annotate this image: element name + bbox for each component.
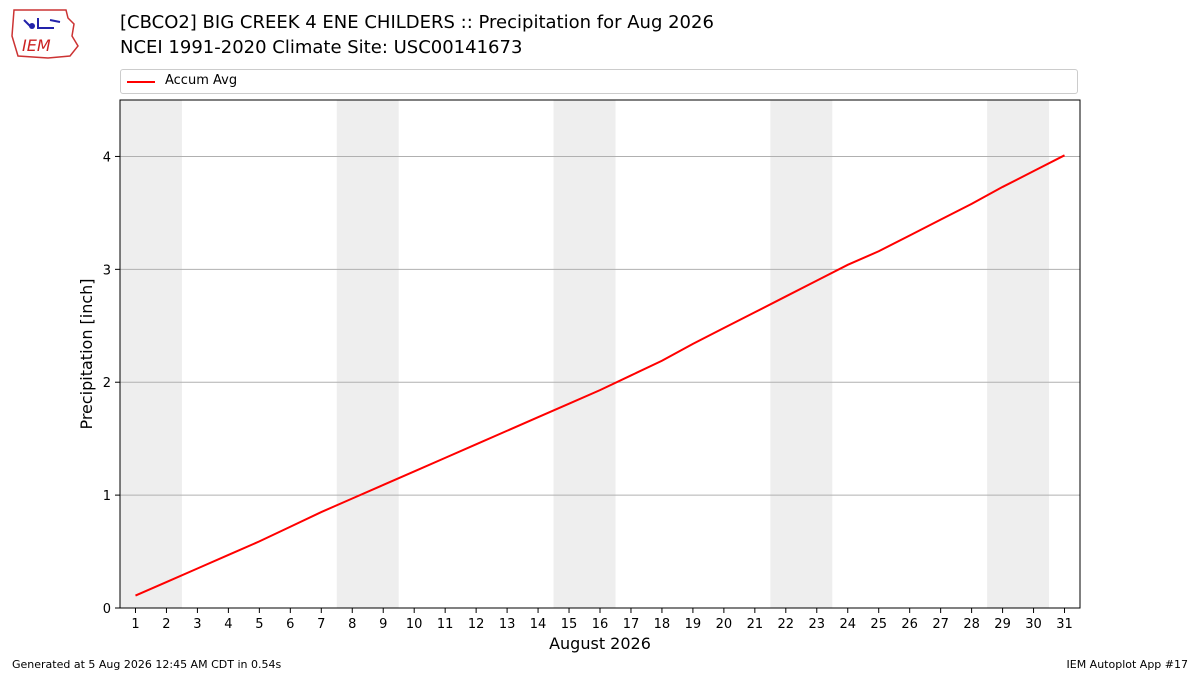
weekend-band-2 xyxy=(336,100,399,608)
x-tick-label-15: 15 xyxy=(561,617,578,632)
x-tick-label-6: 6 xyxy=(286,617,294,632)
footer-app: IEM Autoplot App #17 xyxy=(1066,658,1189,671)
x-tick-label-31: 31 xyxy=(1056,617,1073,632)
logo-text: IEM xyxy=(22,36,51,55)
series-line-accum-avg xyxy=(135,154,1065,597)
x-axis-label: August 2026 xyxy=(549,634,651,653)
x-tick-label-1: 1 xyxy=(131,617,139,632)
weekend-band-3 xyxy=(553,100,616,608)
x-tick-label-3: 3 xyxy=(193,617,201,632)
weekend-band-4 xyxy=(770,100,833,608)
legend-label-accum-avg: Accum Avg xyxy=(165,73,238,88)
y-tick-label-0: 0 xyxy=(103,602,111,617)
x-tick-label-20: 20 xyxy=(716,617,733,632)
y-tick-label-1: 1 xyxy=(103,489,111,504)
x-tick-label-9: 9 xyxy=(379,617,387,632)
x-tick-label-19: 19 xyxy=(685,617,702,632)
x-tick-label-17: 17 xyxy=(623,617,640,632)
x-tick-label-7: 7 xyxy=(317,617,325,632)
x-tick-label-12: 12 xyxy=(468,617,485,632)
weekend-band-5 xyxy=(987,100,1050,608)
x-tick-label-10: 10 xyxy=(406,617,423,632)
y-tick-label-2: 2 xyxy=(103,376,111,391)
x-tick-label-14: 14 xyxy=(530,617,547,632)
x-tick-label-23: 23 xyxy=(809,617,826,632)
y-tick-label-4: 4 xyxy=(103,150,111,165)
x-tick-label-8: 8 xyxy=(348,617,356,632)
chart-title: [CBCO2] BIG CREEK 4 ENE CHILDERS :: Prec… xyxy=(120,12,714,33)
x-tick-label-11: 11 xyxy=(437,617,454,632)
legend-swatch-accum-avg xyxy=(127,81,155,83)
x-tick-label-22: 22 xyxy=(778,617,795,632)
x-tick-label-4: 4 xyxy=(224,617,232,632)
x-tick-label-28: 28 xyxy=(963,617,980,632)
x-tick-label-30: 30 xyxy=(1025,617,1042,632)
x-tick-label-25: 25 xyxy=(870,617,887,632)
weekend-band-1 xyxy=(120,100,182,608)
x-tick-label-16: 16 xyxy=(592,617,609,632)
y-tick-label-3: 3 xyxy=(103,263,111,278)
footer-generated: Generated at 5 Aug 2026 12:45 AM CDT in … xyxy=(12,658,282,671)
legend: Accum Avg xyxy=(120,69,1078,94)
x-tick-label-5: 5 xyxy=(255,617,263,632)
x-tick-label-27: 27 xyxy=(932,617,949,632)
x-tick-label-26: 26 xyxy=(901,617,918,632)
chart-subtitle: NCEI 1991-2020 Climate Site: USC00141673 xyxy=(120,37,523,58)
x-tick-label-2: 2 xyxy=(162,617,170,632)
y-axis-label: Precipitation [inch] xyxy=(77,278,96,429)
x-tick-label-13: 13 xyxy=(499,617,516,632)
x-tick-label-21: 21 xyxy=(747,617,764,632)
x-tick-label-24: 24 xyxy=(839,617,856,632)
iem-logo: IEM xyxy=(11,9,79,59)
x-tick-label-29: 29 xyxy=(994,617,1011,632)
x-tick-label-18: 18 xyxy=(654,617,671,632)
